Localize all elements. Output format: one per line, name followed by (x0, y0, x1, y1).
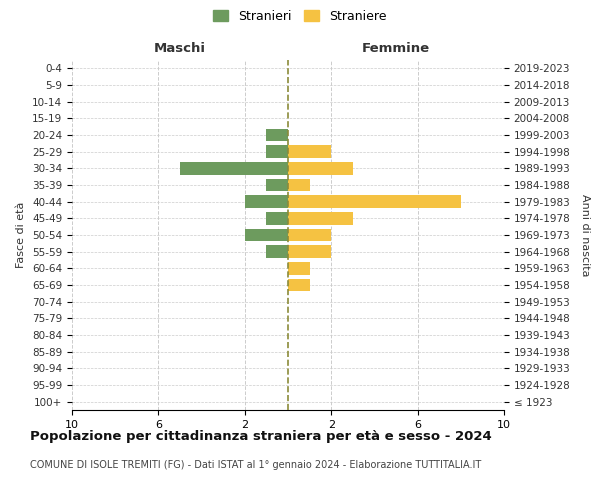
Bar (288, 246, 331, 258)
Text: Popolazione per cittadinanza straniera per età e sesso - 2024: Popolazione per cittadinanza straniera p… (30, 430, 492, 443)
Bar (288, 212, 353, 224)
Text: Femmine: Femmine (362, 42, 430, 55)
Text: COMUNE DI ISOLE TREMITI (FG) - Dati ISTAT al 1° gennaio 2024 - Elaborazione TUTT: COMUNE DI ISOLE TREMITI (FG) - Dati ISTA… (30, 460, 481, 470)
Bar (245, 229, 288, 241)
Bar (288, 196, 461, 208)
Bar (266, 129, 288, 141)
Bar (288, 146, 331, 158)
Bar (266, 179, 288, 192)
Bar (245, 196, 288, 208)
Bar (288, 279, 310, 291)
Bar (288, 229, 331, 241)
Bar (288, 179, 310, 192)
Y-axis label: Anni di nascita: Anni di nascita (580, 194, 590, 276)
Y-axis label: Fasce di età: Fasce di età (16, 202, 26, 268)
Bar (266, 146, 288, 158)
Legend: Stranieri, Straniere: Stranieri, Straniere (209, 6, 391, 26)
Bar (266, 246, 288, 258)
Bar (180, 162, 288, 174)
Bar (266, 212, 288, 224)
Text: Maschi: Maschi (154, 42, 206, 55)
Bar (288, 262, 310, 274)
Bar (288, 162, 353, 174)
